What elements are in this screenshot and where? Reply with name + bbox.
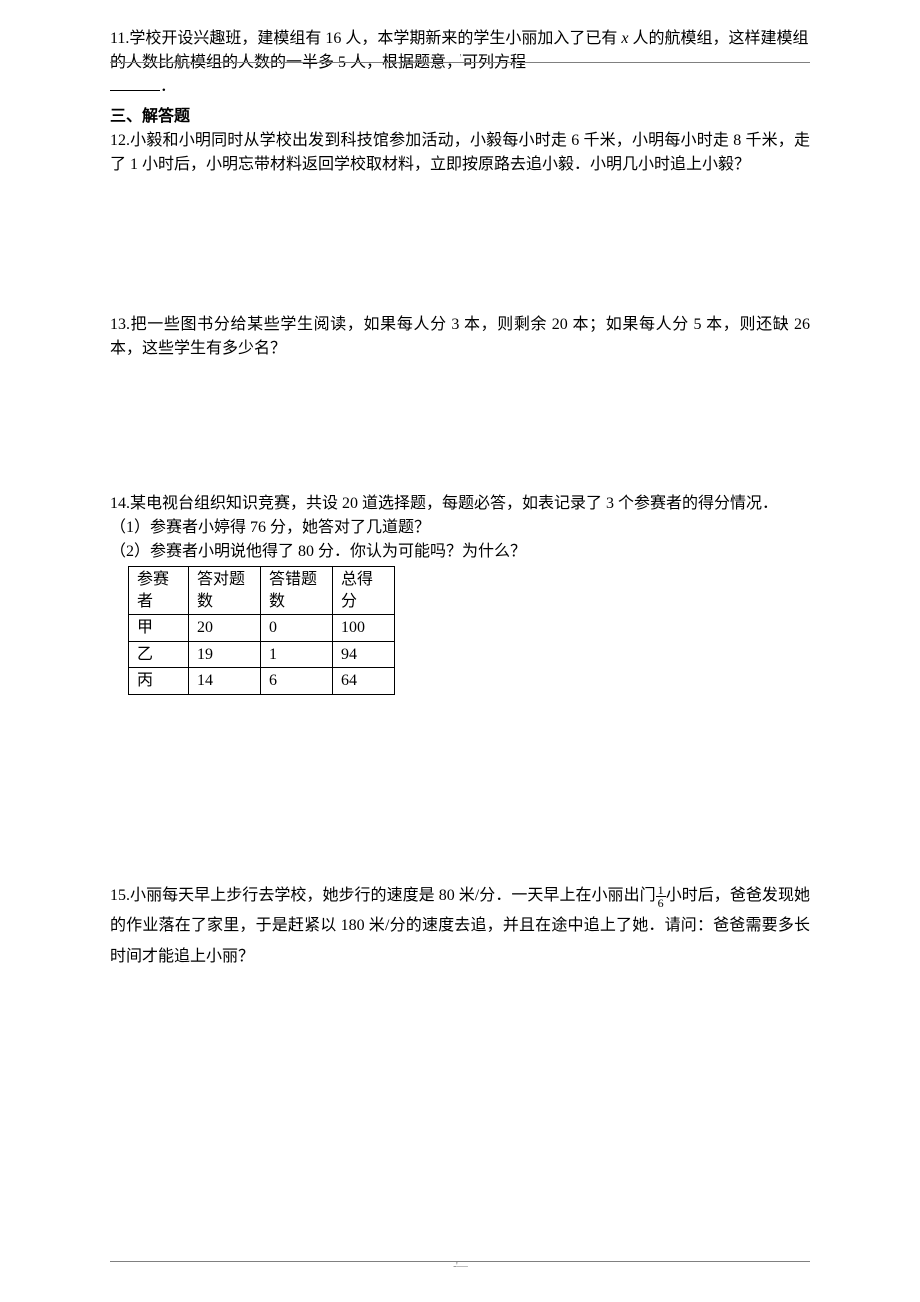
table-header-cell: 总得分: [333, 567, 395, 615]
variable-x: x: [621, 30, 628, 47]
table-cell: 1: [261, 641, 333, 668]
answer-space-14: [110, 701, 810, 881]
section-3-title: 三、解答题: [110, 105, 810, 129]
problem-14-sub1: （1）参赛者小婷得 76 分，她答对了几道题？: [110, 516, 810, 540]
score-table: 参赛者 答对题数 答错题数 总得分 甲 20 0 100 乙 19 1 94 丙…: [128, 566, 395, 695]
problem-14-intro: 14.某电视台组织知识竞赛，共设 20 道选择题，每题必答，如表记录了 3 个参…: [110, 492, 810, 516]
fraction-1-6: 16: [656, 884, 666, 909]
table-cell: 19: [189, 641, 261, 668]
problem-13-text: 13.把一些图书分给某些学生阅读，如果每人分 3 本，则剩余 20 本；如果每人…: [110, 313, 810, 361]
table-cell: 14: [189, 668, 261, 695]
table-header-cell: 答对题数: [189, 567, 261, 615]
problem-14: 14.某电视台组织知识竞赛，共设 20 道选择题，每题必答，如表记录了 3 个参…: [110, 492, 810, 695]
table-header-row: 参赛者 答对题数 答错题数 总得分: [129, 567, 395, 615]
footer-mark: -'—: [453, 1260, 467, 1272]
answer-space-12: [110, 183, 810, 313]
table-cell: 甲: [129, 615, 189, 642]
problem-15-part1: 15.小丽每天早上步行去学校，她步行的速度是 80 米/分．一天早上在小丽出门: [110, 887, 656, 904]
table-cell: 乙: [129, 641, 189, 668]
table-cell: 6: [261, 668, 333, 695]
problem-12-text: 12.小毅和小明同时从学校出发到科技馆参加活动，小毅每小时走 6 千米，小明每小…: [110, 129, 810, 177]
answer-blank: [110, 90, 160, 91]
header-mark: _'_: [455, 52, 465, 64]
table-cell: 94: [333, 641, 395, 668]
document-content: 11.学校开设兴趣班，建模组有 16 人，本学期新来的学生小丽加入了已有 x 人…: [110, 0, 810, 972]
table-cell: 0: [261, 615, 333, 642]
problem-15-text: 15.小丽每天早上步行去学校，她步行的速度是 80 米/分．一天早上在小丽出门1…: [110, 881, 810, 972]
problem-15: 15.小丽每天早上步行去学校，她步行的速度是 80 米/分．一天早上在小丽出门1…: [110, 881, 810, 972]
problem-14-sub2: （2）参赛者小明说他得了 80 分．你认为可能吗？为什么？: [110, 540, 810, 564]
table-cell: 100: [333, 615, 395, 642]
table-header-cell: 答错题数: [261, 567, 333, 615]
problem-12: 12.小毅和小明同时从学校出发到科技馆参加活动，小毅每小时走 6 千米，小明每小…: [110, 129, 810, 177]
table-row: 丙 14 6 64: [129, 668, 395, 695]
answer-space-13: [110, 367, 810, 492]
period: ．: [160, 78, 176, 95]
table-cell: 丙: [129, 668, 189, 695]
table-row: 乙 19 1 94: [129, 641, 395, 668]
table-cell: 20: [189, 615, 261, 642]
problem-13: 13.把一些图书分给某些学生阅读，如果每人分 3 本，则剩余 20 本；如果每人…: [110, 313, 810, 361]
table-cell: 64: [333, 668, 395, 695]
table-row: 甲 20 0 100: [129, 615, 395, 642]
table-header-cell: 参赛者: [129, 567, 189, 615]
fraction-denominator: 6: [656, 897, 666, 909]
fraction-numerator: 1: [656, 884, 666, 897]
